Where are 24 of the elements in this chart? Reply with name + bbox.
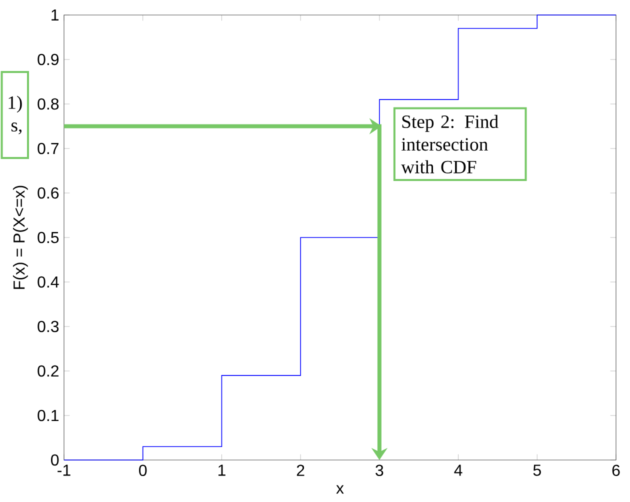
y-tick-label: 0.4 (38, 276, 59, 288)
x-tick-label: 4 (454, 464, 462, 476)
x-tick-label: 6 (612, 464, 620, 476)
y-tick-label: 0.9 (38, 54, 59, 66)
x-tick-label: 5 (533, 464, 541, 476)
y-tick-label: 0.8 (38, 98, 59, 110)
text: s, (12, 122, 22, 134)
x-axis-title: x (336, 485, 344, 494)
y-tick-label: 0.3 (38, 320, 59, 332)
y-tick-label: 0.5 (38, 232, 59, 244)
y-tick-label: 0.2 (38, 365, 58, 377)
y-tick-label: 0 (51, 454, 59, 466)
y-tick-label: 1 (52, 9, 59, 20)
x-tick-label: 1 (218, 464, 226, 476)
y-axis-title: F(x) = P(X<=x) (12, 186, 28, 289)
x-tick-label: 3 (376, 464, 384, 476)
y-tick-label: 0.1 (38, 410, 59, 422)
x-tick-label: 0 (139, 464, 147, 476)
annotation: Step 2: Find intersection with CDF (401, 114, 498, 174)
x-tick-label: -1 (58, 464, 70, 476)
y-tick-label: 0.7 (38, 142, 58, 154)
text: 1) (8, 96, 22, 113)
x-tick-label: 2 (296, 464, 304, 476)
y-tick-label: 0.6 (38, 187, 59, 199)
